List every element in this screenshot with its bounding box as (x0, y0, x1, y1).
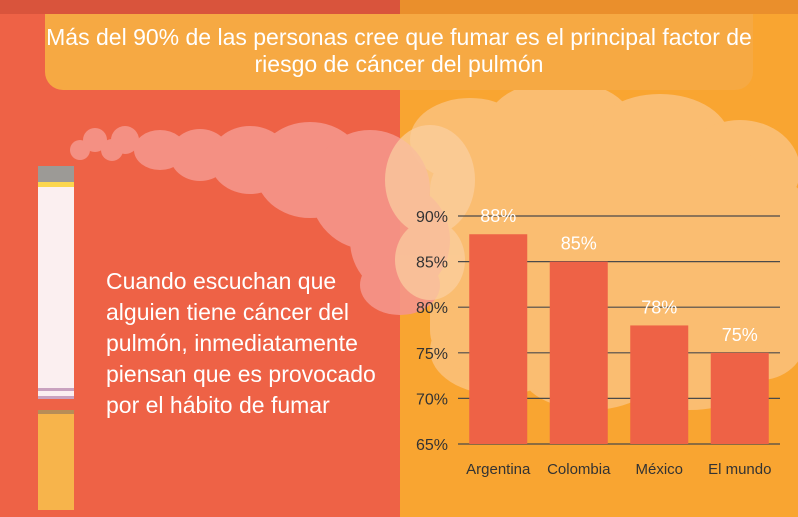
cigarette-ember (38, 182, 74, 187)
headline-banner (45, 14, 753, 90)
bar-2 (630, 325, 689, 444)
x-category-label: Argentina (466, 461, 531, 478)
y-tick-label: 80% (416, 300, 448, 317)
x-category-label: México (635, 461, 683, 478)
cigarette-filter (38, 414, 74, 510)
y-tick-label: 85% (416, 255, 448, 272)
cigarette-paper (38, 187, 74, 397)
bar-0 (469, 234, 528, 444)
bar-value-label: 88% (480, 206, 516, 226)
bar-value-label: 75% (722, 325, 758, 345)
cigarette-stripe (38, 396, 74, 399)
cigarette-ash (38, 166, 74, 182)
cigarette-illustration (38, 166, 74, 510)
cigarette-stripe (38, 388, 74, 391)
top-strip-right (400, 0, 798, 14)
bar-value-label: 85% (561, 234, 597, 254)
bar-value-label: 78% (641, 297, 677, 317)
x-category-label: Colombia (547, 461, 611, 478)
x-category-label: El mundo (708, 461, 771, 478)
cigarette-band (38, 410, 74, 414)
y-tick-label: 90% (416, 209, 448, 226)
top-strip-left (0, 0, 400, 14)
body-text: Cuando escuchan que alguien tiene cáncer… (106, 268, 376, 418)
bar-3 (710, 352, 769, 444)
headline-text: Más del 90% de las personas cree que fum… (46, 24, 752, 77)
y-tick-label: 75% (416, 346, 448, 363)
y-tick-label: 70% (416, 391, 448, 408)
y-tick-label: 65% (416, 437, 448, 454)
bar-1 (549, 261, 608, 444)
